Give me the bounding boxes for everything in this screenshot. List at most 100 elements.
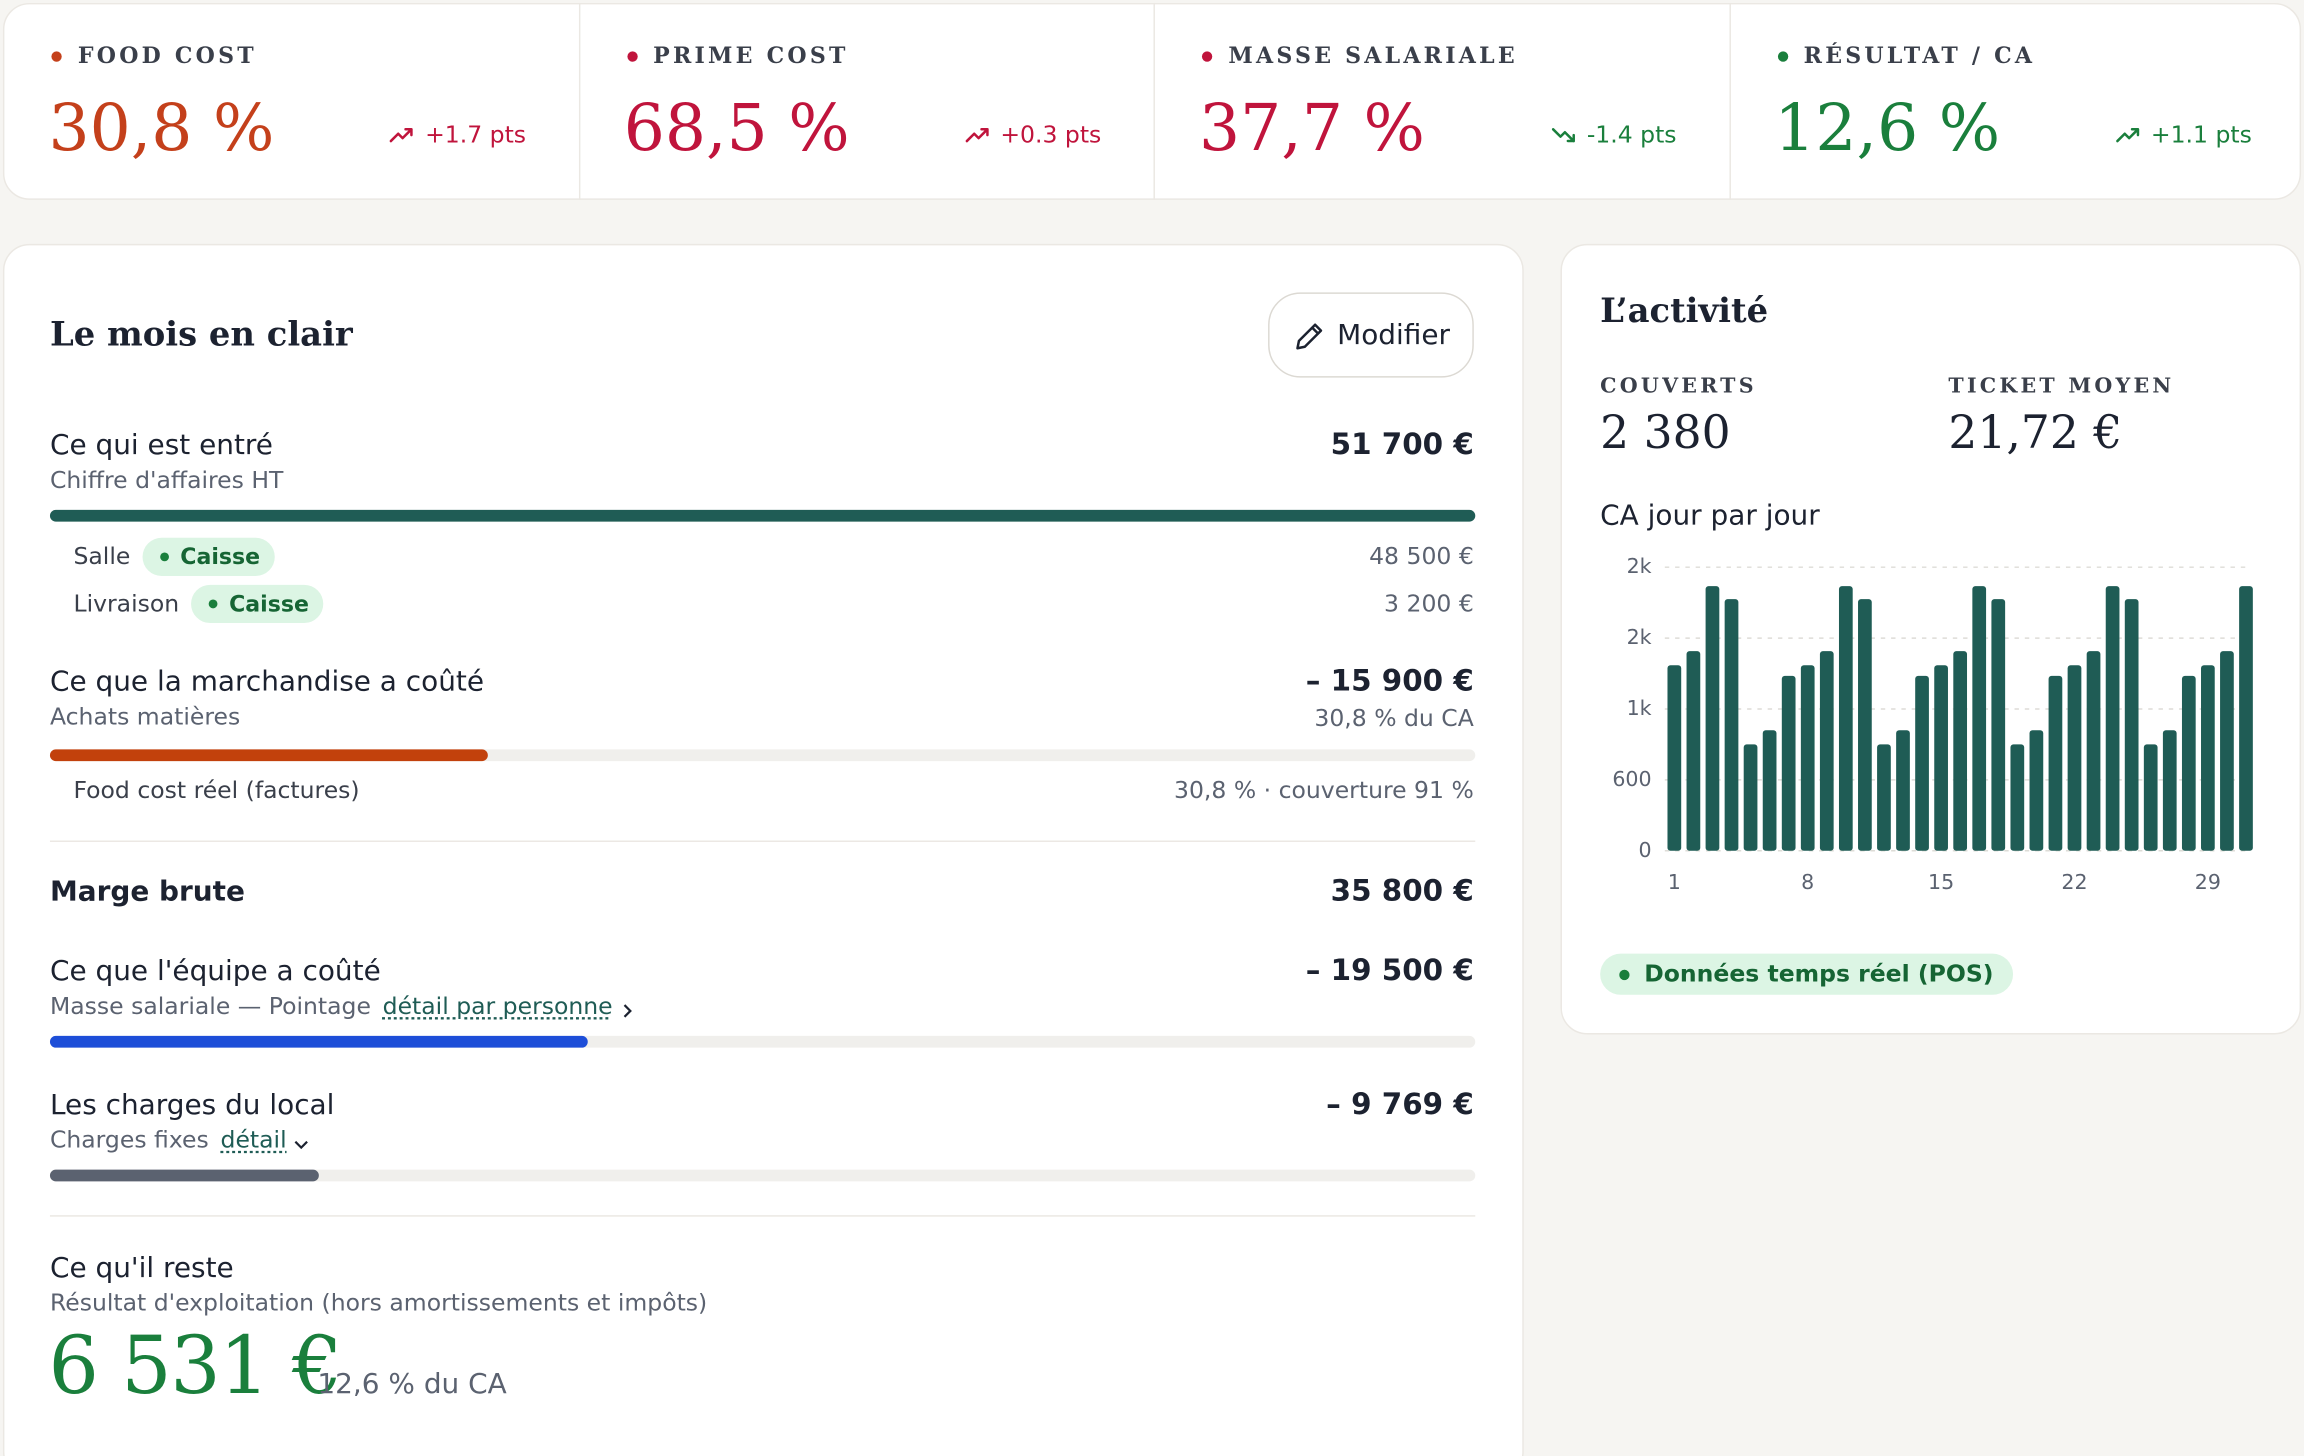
trend-icon — [390, 123, 415, 147]
trend-icon — [1551, 123, 1577, 147]
progress-bar — [49, 1035, 588, 1048]
y-tick-label: 1k — [1627, 696, 1652, 720]
bar — [1667, 665, 1682, 851]
month-card — [2, 243, 1524, 1456]
kpi-dot — [1201, 51, 1213, 62]
bar — [1781, 675, 1796, 851]
kpi-strip — [2, 2, 2302, 200]
line-sublabel: Résultat d'exploitation (hors amortissem… — [49, 1288, 708, 1317]
line-label: Marge brute — [49, 875, 245, 908]
badge-dot — [208, 599, 218, 609]
bar — [2220, 651, 2234, 851]
line-amount: – 19 500 € — [1305, 952, 1474, 988]
bar — [1686, 651, 1701, 851]
bar — [2029, 730, 2044, 851]
trend-icon-svg — [965, 128, 989, 143]
x-tick-label: 15 — [1928, 870, 1954, 894]
trend-icon — [2115, 123, 2141, 147]
bar — [1705, 586, 1720, 851]
line-amount: 51 700 € — [1330, 426, 1474, 462]
kpi-value: 68,5 % — [623, 91, 850, 167]
line-sublabel: Achats matières — [49, 702, 241, 731]
chart-title: CA jour par jour — [1600, 498, 1820, 532]
bar — [2010, 744, 2025, 851]
bar — [2143, 744, 2158, 851]
kpi-separator — [1728, 2, 1731, 200]
source-badge: Données temps réel (POS) — [1600, 953, 2013, 995]
kpi-trend: -1.4 pts — [1586, 120, 1677, 149]
kpi-value: 12,6 % — [1774, 91, 2001, 167]
progress-track — [49, 1035, 1476, 1048]
bar — [1896, 730, 1910, 851]
stat-value: 21,72 € — [1948, 406, 2123, 460]
bar — [1915, 675, 1929, 851]
bar — [2067, 665, 2082, 851]
bar — [1800, 665, 1815, 851]
kpi-trend: +1.1 pts — [2150, 120, 2252, 149]
line-label: Ce qui est entré — [49, 428, 273, 461]
bar — [2181, 675, 2196, 851]
bar — [1953, 651, 1968, 851]
progress-bar — [49, 509, 1476, 522]
bar — [2124, 599, 2139, 851]
result-share: 12,6 % du CA — [317, 1367, 507, 1400]
line-sublabel: Charges fixes — [49, 1125, 209, 1154]
line-label: Ce que l'équipe a coûté — [49, 954, 381, 987]
detail-link[interactable]: détail par personne — [382, 991, 613, 1020]
kpi-label: FOOD COST — [77, 41, 257, 69]
pencil-icon — [1293, 320, 1325, 352]
line-label: Les charges du local — [49, 1088, 335, 1121]
kpi-value: 37,7 % — [1199, 91, 1425, 167]
badge-dot — [1619, 969, 1630, 981]
stat-label: COUVERTS — [1600, 374, 1757, 399]
item-amount: 48 500 € — [1369, 542, 1474, 571]
line-label: Ce qu'il reste — [49, 1251, 234, 1284]
separator — [49, 840, 1476, 842]
kpi-dot — [51, 51, 62, 62]
bar — [1991, 599, 2006, 851]
stat-value: 2 380 — [1600, 406, 1731, 460]
kpi-label: PRIME COST — [653, 41, 849, 69]
bar — [1972, 586, 1987, 851]
bar — [2201, 665, 2215, 851]
kpi-trend: +0.3 pts — [1000, 120, 1102, 149]
stat-label: TICKET MOYEN — [1948, 374, 2175, 399]
result-amount: 6 531 € — [48, 1319, 342, 1413]
chevron-icon-svg — [294, 1140, 308, 1150]
detail-link[interactable]: détail — [220, 1125, 287, 1154]
progress-track — [49, 749, 1476, 762]
kpi-value: 30,8 % — [48, 91, 275, 167]
daily-revenue-chart: 0 600 1k 2k 2k 1 8 15 22 29 — [1612, 554, 2253, 894]
edit-button[interactable] — [1268, 292, 1474, 378]
line-amount: 35 800 € — [1330, 872, 1474, 909]
kpi-dot — [1777, 51, 1788, 62]
bar — [2162, 730, 2177, 851]
y-tick-label: 2k — [1627, 625, 1652, 649]
kpi-label: RÉSULTAT / CA — [1803, 41, 2036, 69]
badge-dot — [159, 552, 169, 562]
progress-track — [49, 1169, 1476, 1182]
line-amount: – 15 900 € — [1305, 662, 1474, 698]
line-label: Ce que la marchandise a coûté — [49, 664, 485, 698]
bar — [1724, 599, 1739, 851]
trend-icon-svg — [2115, 128, 2139, 143]
line-share: 30,8 % du CA — [1314, 703, 1474, 732]
x-tick-label: 1 — [1668, 870, 1681, 894]
edit-button-label[interactable]: Modifier — [1337, 318, 1451, 351]
bar — [2105, 586, 2120, 851]
progress-bar — [49, 749, 489, 762]
line-amount: – 9 769 € — [1326, 1085, 1474, 1122]
y-tick-label: 600 — [1612, 767, 1651, 791]
x-tick-label: 22 — [2061, 870, 2087, 894]
line-sublabel: Masse salariale — Pointage — [49, 991, 371, 1020]
bar — [1743, 744, 1758, 851]
kpi-trend: +1.7 pts — [425, 120, 527, 149]
chevron-icon-svg — [623, 1004, 632, 1018]
progress-bar — [49, 1169, 320, 1182]
section-title: Le mois en clair — [49, 314, 353, 355]
bar — [2086, 651, 2101, 851]
detail-label: Food cost réel (factures) — [73, 775, 360, 804]
kpi-dot — [626, 51, 637, 62]
bar — [2048, 675, 2063, 851]
